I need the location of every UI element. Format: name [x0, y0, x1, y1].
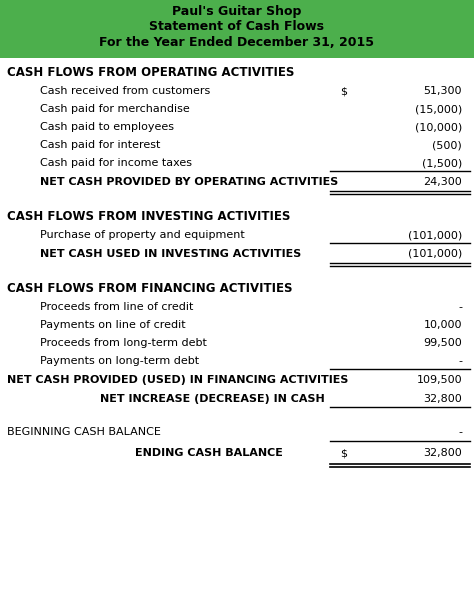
- Text: (1,500): (1,500): [422, 158, 462, 168]
- Bar: [0, 0, 474, 58]
- Text: Statement of Cash Flows: Statement of Cash Flows: [149, 21, 325, 34]
- Text: Proceeds from line of credit: Proceeds from line of credit: [40, 302, 193, 312]
- Text: 51,300: 51,300: [423, 86, 462, 96]
- Text: For the Year Ended December 31, 2015: For the Year Ended December 31, 2015: [100, 37, 374, 50]
- Text: Payments on long-term debt: Payments on long-term debt: [40, 356, 199, 366]
- Text: NET INCREASE (DECREASE) IN CASH: NET INCREASE (DECREASE) IN CASH: [100, 394, 325, 404]
- Text: (101,000): (101,000): [408, 230, 462, 240]
- Text: (15,000): (15,000): [415, 104, 462, 114]
- Text: NET CASH PROVIDED (USED) IN FINANCING ACTIVITIES: NET CASH PROVIDED (USED) IN FINANCING AC…: [7, 375, 348, 385]
- Text: 99,500: 99,500: [423, 338, 462, 348]
- Text: 109,500: 109,500: [416, 375, 462, 385]
- Text: (101,000): (101,000): [408, 249, 462, 259]
- Text: BEGINNING CASH BALANCE: BEGINNING CASH BALANCE: [7, 427, 161, 437]
- Text: $: $: [340, 86, 347, 96]
- Text: $: $: [340, 448, 347, 458]
- Text: -: -: [458, 302, 462, 312]
- Text: (10,000): (10,000): [415, 122, 462, 132]
- Text: 10,000: 10,000: [423, 320, 462, 330]
- Text: 32,800: 32,800: [423, 448, 462, 458]
- Text: Purchase of property and equipment: Purchase of property and equipment: [40, 230, 245, 240]
- Text: Cash received from customers: Cash received from customers: [40, 86, 210, 96]
- Text: 32,800: 32,800: [423, 394, 462, 404]
- Text: 24,300: 24,300: [423, 177, 462, 187]
- Text: Cash paid for merchandise: Cash paid for merchandise: [40, 104, 190, 114]
- Text: Proceeds from long-term debt: Proceeds from long-term debt: [40, 338, 207, 348]
- Text: Cash paid to employees: Cash paid to employees: [40, 122, 174, 132]
- Text: Cash paid for interest: Cash paid for interest: [40, 140, 160, 150]
- Text: NET CASH USED IN INVESTING ACTIVITIES: NET CASH USED IN INVESTING ACTIVITIES: [40, 249, 301, 259]
- Text: Paul's Guitar Shop: Paul's Guitar Shop: [173, 5, 301, 18]
- Text: CASH FLOWS FROM FINANCING ACTIVITIES: CASH FLOWS FROM FINANCING ACTIVITIES: [7, 281, 292, 294]
- Text: Payments on line of credit: Payments on line of credit: [40, 320, 186, 330]
- Text: (500): (500): [432, 140, 462, 150]
- Text: CASH FLOWS FROM INVESTING ACTIVITIES: CASH FLOWS FROM INVESTING ACTIVITIES: [7, 209, 291, 222]
- Text: NET CASH PROVIDED BY OPERATING ACTIVITIES: NET CASH PROVIDED BY OPERATING ACTIVITIE…: [40, 177, 338, 187]
- Text: Cash paid for income taxes: Cash paid for income taxes: [40, 158, 192, 168]
- Text: CASH FLOWS FROM OPERATING ACTIVITIES: CASH FLOWS FROM OPERATING ACTIVITIES: [7, 65, 294, 78]
- Text: ENDING CASH BALANCE: ENDING CASH BALANCE: [135, 448, 283, 458]
- Text: -: -: [458, 427, 462, 437]
- Text: -: -: [458, 356, 462, 366]
